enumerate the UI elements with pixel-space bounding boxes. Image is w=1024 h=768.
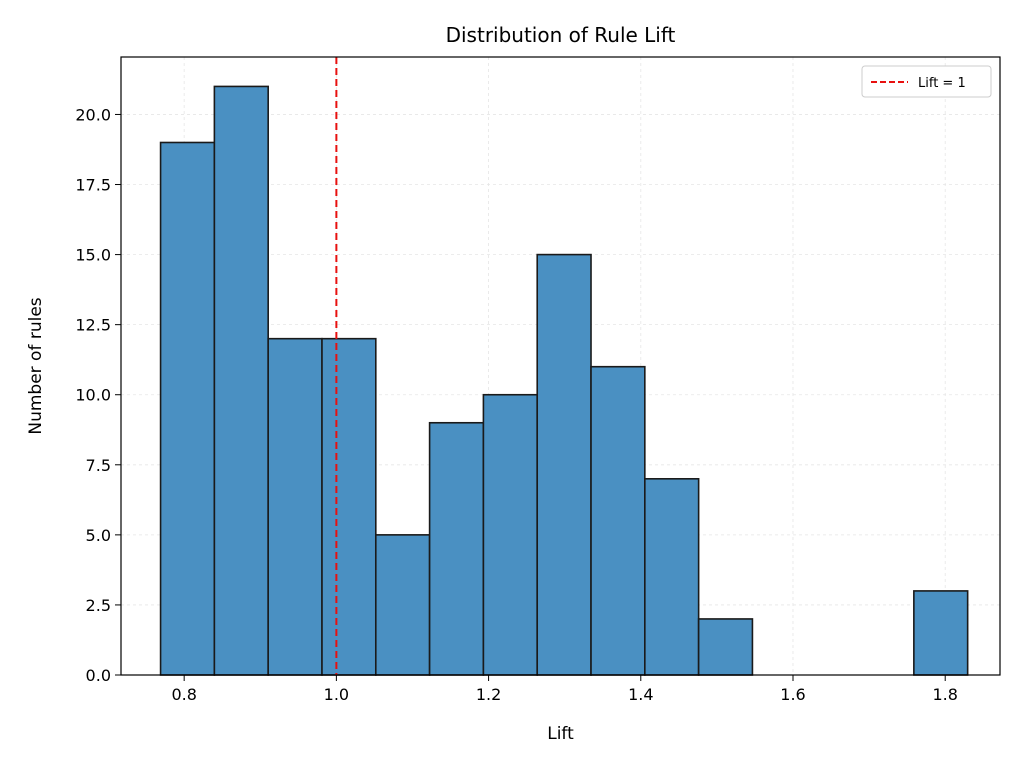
legend: Lift = 1: [861, 65, 992, 98]
x-tick-label-2: 1.2: [476, 685, 501, 704]
legend-box: [861, 65, 992, 98]
legend-entry-lift: Lift = 1: [918, 76, 966, 91]
x-tick-label-3: 1.4: [628, 685, 653, 704]
y-tick-label-5: 12.5: [75, 316, 111, 335]
y-tick-label-4: 10.0: [75, 386, 111, 405]
x-tick-label-4: 1.6: [780, 685, 805, 704]
x-axis-ticks: 0.8 1.0 1.2 1.4 1.6 1.8: [171, 675, 958, 704]
histogram-bar-2: [267, 337, 323, 676]
histogram-bar-4: [374, 534, 431, 676]
y-axis-label: Number of rules: [26, 297, 46, 434]
x-axis-label: Lift: [547, 724, 574, 744]
histogram-bar-1: [213, 85, 269, 676]
x-tick-label-5: 1.8: [932, 685, 957, 704]
y-tick-label-2: 5.0: [86, 526, 111, 545]
histogram-bar-8: [590, 365, 646, 676]
histogram-bars: [159, 85, 969, 676]
y-tick-label-8: 20.0: [75, 105, 111, 124]
y-tick-label-7: 17.5: [75, 176, 111, 195]
y-tick-label-6: 15.0: [75, 246, 111, 265]
y-tick-label-0: 0.0: [86, 666, 111, 685]
histogram-bar-10: [697, 618, 754, 676]
histogram-bar-3: [321, 337, 377, 676]
histogram-bar-5: [428, 421, 485, 676]
histogram-bar-0: [159, 141, 216, 676]
histogram-bar-14: [913, 590, 969, 676]
y-tick-label-1: 2.5: [86, 596, 111, 615]
x-tick-label-1: 1.0: [324, 685, 349, 704]
x-tick-label-0: 0.8: [171, 685, 196, 704]
histogram-bar-6: [482, 393, 539, 676]
y-axis-ticks: 0.0 2.5 5.0 7.5 10.0 12.5 15.0 17.5 20.0: [75, 105, 121, 685]
chart-title: Distribution of Rule Lift: [446, 23, 676, 47]
histogram-bar-7: [536, 253, 592, 676]
y-tick-label-3: 7.5: [86, 456, 111, 475]
plot-frame: [120, 56, 1001, 676]
histogram-bar-9: [644, 478, 700, 676]
